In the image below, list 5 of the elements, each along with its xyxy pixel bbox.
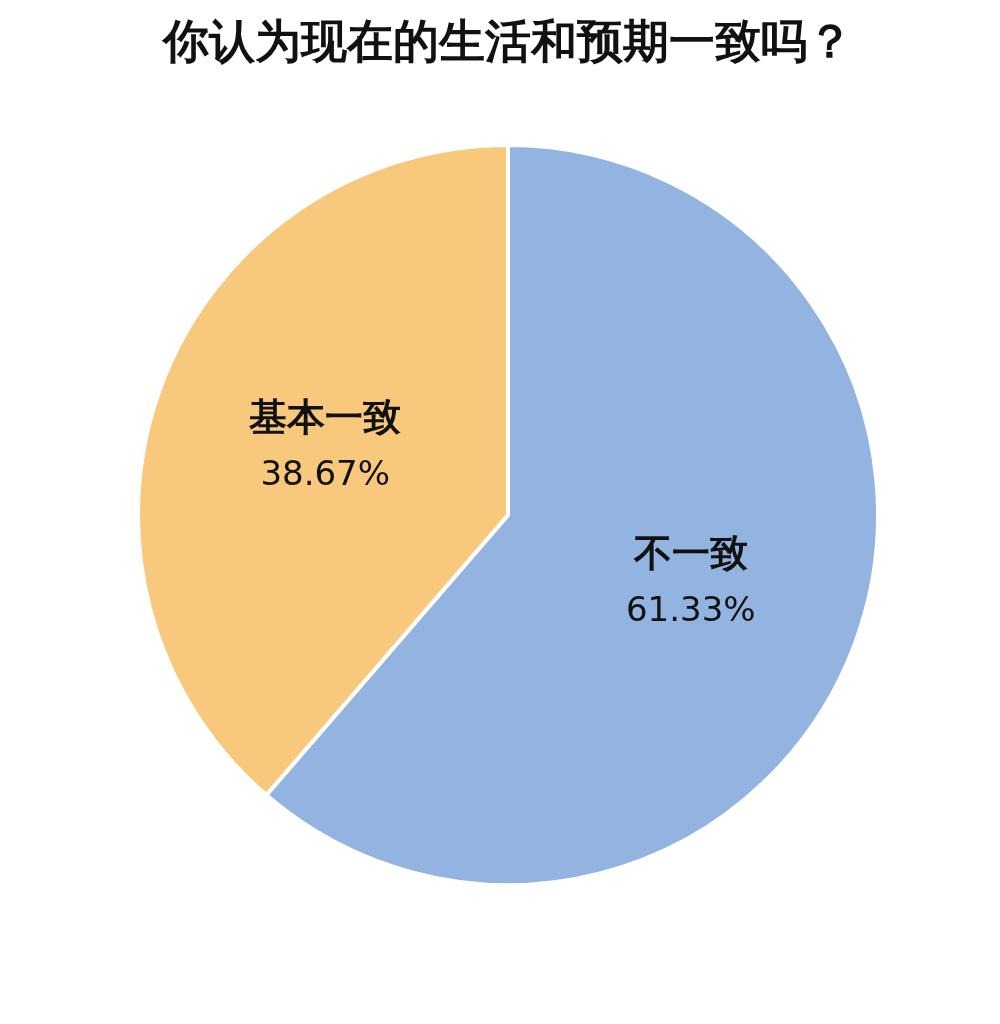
- data-label: 38.67%: [260, 453, 391, 494]
- slice-label: 基本一致: [248, 395, 402, 440]
- chart-title: 你认为现在的生活和预期一致吗？: [161, 14, 853, 68]
- slice-label: 不一致: [632, 530, 748, 575]
- data-label: 61.33%: [625, 588, 756, 629]
